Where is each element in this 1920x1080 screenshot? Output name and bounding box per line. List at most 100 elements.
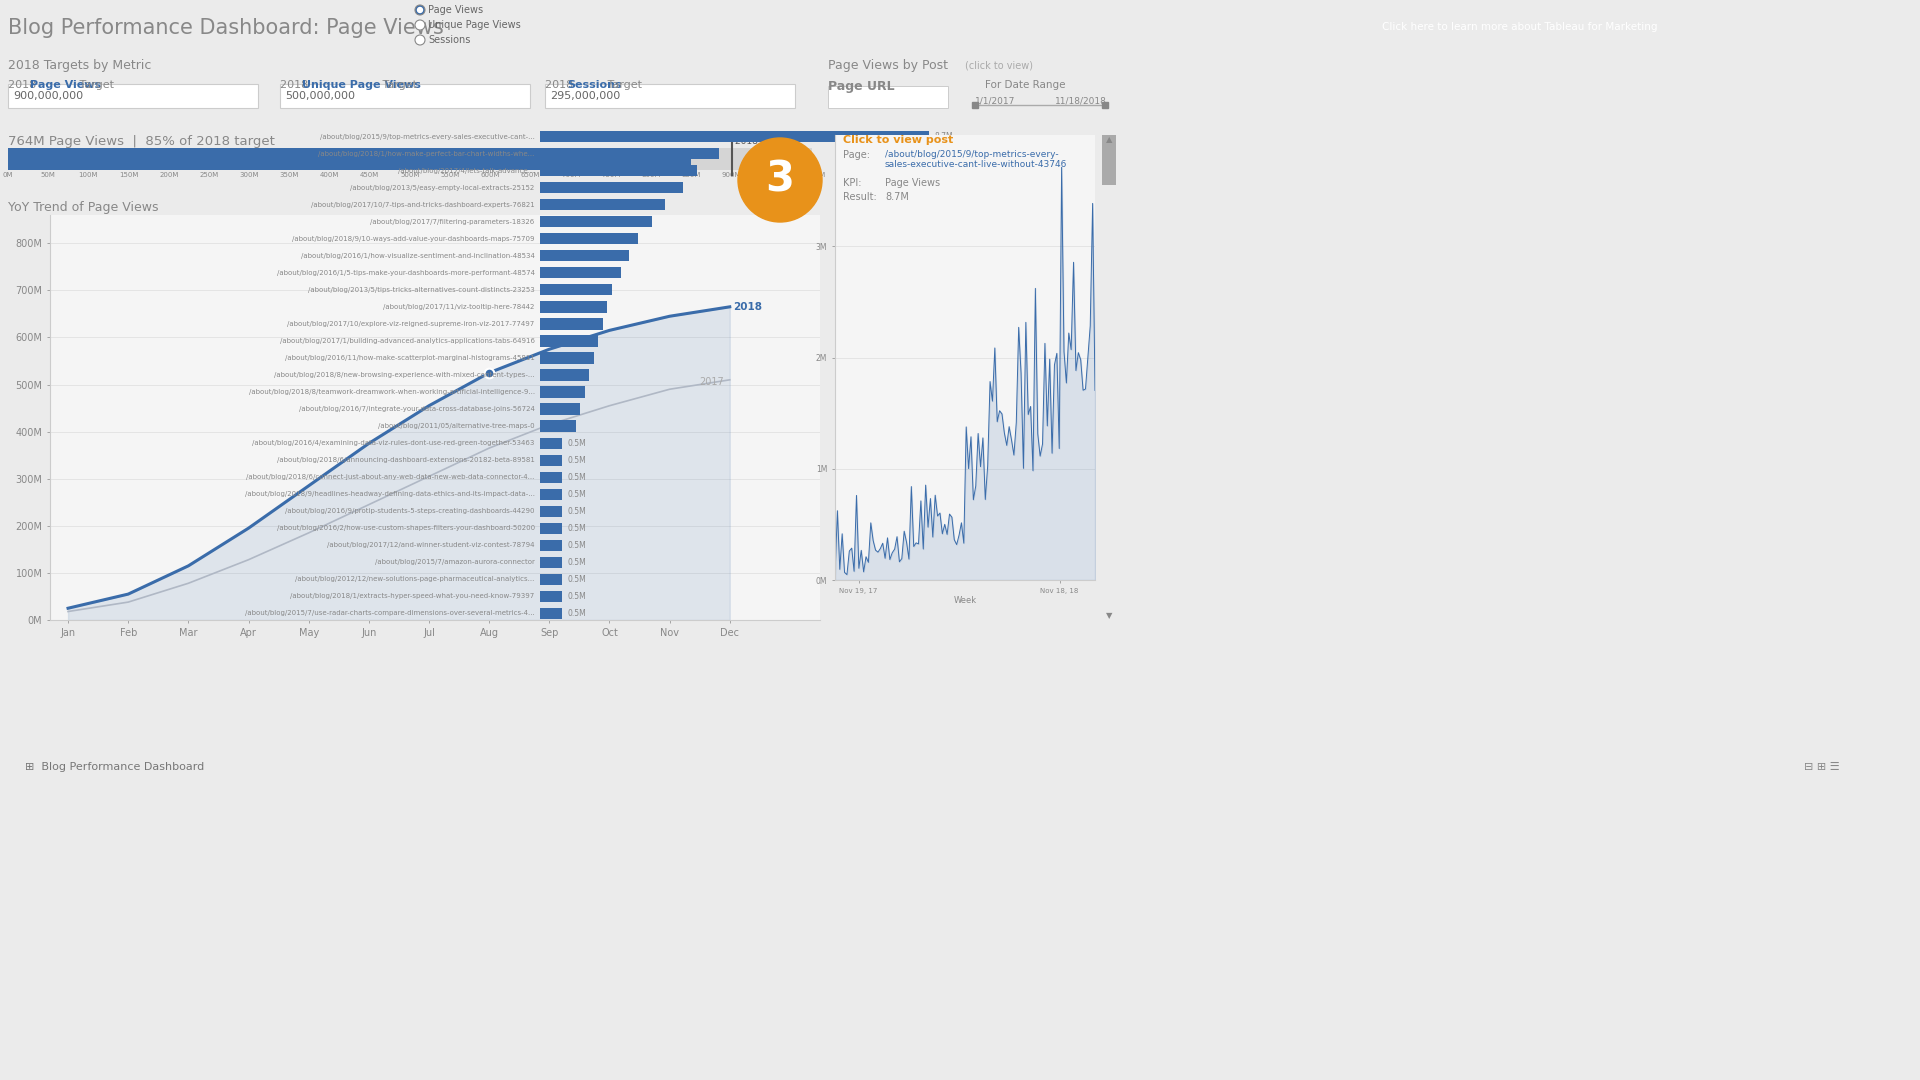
Bar [540, 404, 580, 415]
Text: Sessions: Sessions [428, 35, 470, 45]
FancyBboxPatch shape [8, 84, 257, 108]
Text: 350M: 350M [280, 172, 300, 178]
Text: KPI:: KPI: [843, 178, 862, 188]
Text: 8.7M: 8.7M [885, 192, 908, 202]
Bar [540, 148, 718, 160]
Text: 764M Page Views  |  85% of 2018 target: 764M Page Views | 85% of 2018 target [8, 135, 275, 148]
Bar [1102, 135, 1116, 185]
Bar [540, 505, 563, 516]
Text: /about/blog/2017/10/7-tips-and-tricks-dashboard-experts-76821: /about/blog/2017/10/7-tips-and-tricks-da… [311, 202, 534, 208]
Circle shape [415, 35, 424, 45]
Text: Click to view post: Click to view post [843, 135, 952, 145]
Text: 200M: 200M [159, 172, 179, 178]
FancyBboxPatch shape [828, 86, 948, 108]
Text: Page Views: Page Views [428, 5, 484, 15]
Bar [540, 387, 586, 397]
FancyBboxPatch shape [545, 84, 795, 108]
Text: /about/blog/2016/11/how-make-scatterplot-marginal-histograms-45811: /about/blog/2016/11/how-make-scatterplot… [284, 355, 534, 361]
Bar [540, 284, 612, 296]
Text: 900M: 900M [722, 172, 741, 178]
Bar [540, 488, 563, 500]
Text: Target: Target [378, 80, 417, 90]
Bar [8, 148, 691, 170]
Text: 0.5M: 0.5M [568, 473, 586, 482]
Text: /about/blog/2017/1/building-advanced-analytics-applications-tabs-64916: /about/blog/2017/1/building-advanced-ana… [280, 338, 534, 345]
Text: /about/blog/2015/9/top-metrics-every-
sales-executive-cant-live-without-43746: /about/blog/2015/9/top-metrics-every- sa… [885, 150, 1068, 170]
Bar [540, 251, 630, 261]
Text: 0M: 0M [2, 172, 13, 178]
Text: /about/blog/2018/8/teamwork-dreamwork-when-working-artificial-intelligence-9...: /about/blog/2018/8/teamwork-dreamwork-wh… [248, 389, 534, 395]
Text: /about/blog/2018/6/announcing-dashboard-extensions-20182-beta-89581: /about/blog/2018/6/announcing-dashboard-… [276, 457, 534, 463]
Text: (click to view): (click to view) [966, 60, 1033, 70]
Text: /about/blog/2017/4/lets-talk-advance...: /about/blog/2017/4/lets-talk-advance... [397, 167, 534, 174]
X-axis label: Week: Week [954, 596, 977, 606]
Text: 0.5M: 0.5M [568, 592, 586, 600]
Text: Click here to learn more about Tableau for Marketing: Click here to learn more about Tableau f… [1382, 23, 1657, 32]
Text: Unique Page Views: Unique Page Views [428, 21, 520, 30]
Text: /about/blog/2016/9/protip-students-5-steps-creating-dashboards-44290: /about/blog/2016/9/protip-students-5-ste… [286, 508, 534, 514]
Bar [540, 420, 576, 432]
Text: /about/blog/2018/9/headlines-headway-defining-data-ethics-and-its-impact-data-..: /about/blog/2018/9/headlines-headway-def… [244, 491, 534, 497]
Text: 450M: 450M [361, 172, 380, 178]
Bar [540, 132, 929, 143]
Text: /about/blog/2016/4/examining-data-viz-rules-dont-use-red-green-together-53463: /about/blog/2016/4/examining-data-viz-ru… [252, 440, 534, 446]
Text: ⊟ ⊞ ☰: ⊟ ⊞ ☰ [1805, 762, 1839, 772]
Text: /about/blog/2015/9/top-metrics-every-sales-executive-cant-...: /about/blog/2015/9/top-metrics-every-sal… [321, 134, 534, 140]
Text: 550M: 550M [440, 172, 459, 178]
Text: 0.5M: 0.5M [568, 524, 586, 532]
Text: Unique Page Views: Unique Page Views [303, 80, 420, 90]
Text: 3: 3 [766, 159, 795, 201]
Text: /about/blog/2018/8/new-browsing-experience-with-mixed-content-types-...: /about/blog/2018/8/new-browsing-experien… [275, 372, 534, 378]
Text: ▼: ▼ [1106, 611, 1112, 620]
Text: /about/blog/2017/12/and-winner-student-viz-contest-78794: /about/blog/2017/12/and-winner-student-v… [326, 542, 534, 548]
Bar [540, 523, 563, 534]
Bar [540, 437, 563, 448]
Text: 0.5M: 0.5M [568, 575, 586, 583]
Text: 8.7M: 8.7M [935, 133, 952, 141]
Text: 1/1/2017: 1/1/2017 [975, 97, 1016, 106]
Bar [540, 200, 664, 211]
Text: 500M: 500M [399, 172, 420, 178]
Text: /about/blog/2016/1/how-visualize-sentiment-and-inclination-48534: /about/blog/2016/1/how-visualize-sentime… [301, 253, 534, 259]
Text: 295,000,000: 295,000,000 [549, 91, 620, 102]
Circle shape [737, 138, 822, 222]
Text: 0.5M: 0.5M [568, 557, 586, 567]
Text: /about/blog/2017/7/filtering-parameters-18326: /about/blog/2017/7/filtering-parameters-… [371, 219, 534, 225]
Bar [540, 233, 639, 244]
Text: Target: Target [603, 80, 641, 90]
Bar [540, 319, 603, 329]
Text: For Date Range: For Date Range [985, 80, 1066, 90]
Text: ▲: ▲ [1106, 135, 1112, 145]
Text: Page Views: Page Views [31, 80, 102, 90]
Text: 50M: 50M [40, 172, 56, 178]
Text: /about/blog/2016/7/integrate-your-data-cross-database-joins-56724: /about/blog/2016/7/integrate-your-data-c… [300, 406, 534, 411]
Bar [540, 369, 589, 380]
Text: /about/blog/2018/9/10-ways-add-value-your-dashboards-maps-75709: /about/blog/2018/9/10-ways-add-value-you… [292, 235, 534, 242]
Bar [540, 268, 620, 279]
Bar [540, 165, 697, 176]
Text: 0.5M: 0.5M [568, 609, 586, 618]
Text: 1,000M: 1,000M [799, 172, 826, 178]
Text: 0.5M: 0.5M [568, 489, 586, 499]
Text: 11/18/2018: 11/18/2018 [1054, 97, 1106, 106]
Text: Page URL: Page URL [828, 80, 895, 93]
Text: YoY Trend of Page Views: YoY Trend of Page Views [8, 201, 159, 214]
Text: /about/blog/2015/7/use-radar-charts-compare-dimensions-over-several-metrics-4...: /about/blog/2015/7/use-radar-charts-comp… [246, 610, 534, 616]
Text: Page Views by Post: Page Views by Post [828, 58, 948, 71]
Text: 650M: 650M [520, 172, 540, 178]
Text: /about/blog/2013/5/easy-empty-local-extracts-25152: /about/blog/2013/5/easy-empty-local-extr… [351, 185, 534, 191]
Text: /about/blog/2015/7/amazon-aurora-connector: /about/blog/2015/7/amazon-aurora-connect… [374, 559, 534, 565]
Text: 600M: 600M [480, 172, 499, 178]
Text: Sessions: Sessions [568, 80, 622, 90]
Text: Blog Performance Dashboard: Page Views: Blog Performance Dashboard: Page Views [8, 18, 444, 38]
Circle shape [415, 5, 424, 15]
Text: 150M: 150M [119, 172, 138, 178]
Bar [540, 608, 563, 619]
Bar [540, 301, 607, 312]
Text: 2018: 2018 [733, 301, 762, 312]
Text: 2018: 2018 [8, 80, 40, 90]
Text: Result:: Result: [843, 192, 877, 202]
Text: 2018 Target: 2018 Target [735, 137, 789, 146]
Bar [540, 336, 599, 347]
Bar [540, 573, 563, 584]
